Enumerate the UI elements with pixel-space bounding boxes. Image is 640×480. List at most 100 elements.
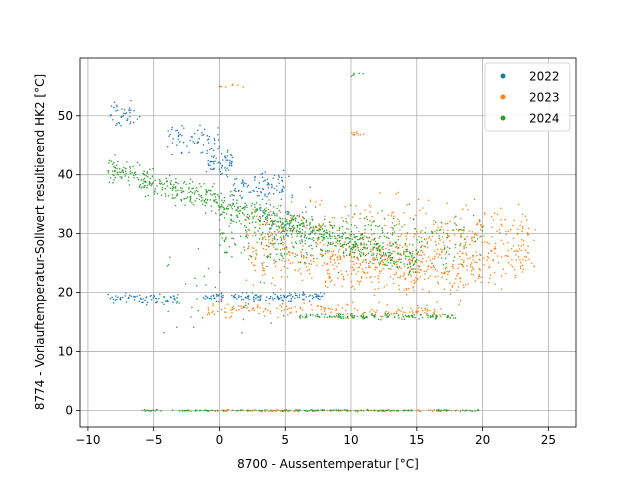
data-point: [205, 193, 207, 196]
data-point: [245, 226, 248, 229]
data-point: [329, 276, 332, 279]
data-point: [316, 257, 318, 260]
data-point: [314, 409, 316, 412]
data-point: [114, 166, 116, 169]
data-point: [178, 302, 180, 304]
data-point: [436, 281, 439, 283]
data-point: [252, 284, 255, 286]
data-point: [270, 232, 273, 234]
data-point: [410, 409, 413, 411]
data-point: [519, 224, 521, 227]
data-point: [179, 187, 182, 189]
data-point: [259, 409, 261, 412]
data-point: [298, 294, 301, 296]
data-point: [175, 144, 178, 146]
data-point: [224, 86, 227, 88]
data-point: [392, 211, 395, 213]
y-tick-label: 10: [58, 345, 73, 359]
data-point: [232, 202, 234, 204]
data-point: [207, 410, 210, 412]
data-point: [196, 285, 198, 287]
data-point: [149, 183, 151, 185]
data-point: [500, 218, 502, 221]
data-point: [425, 227, 427, 229]
data-point: [505, 230, 507, 233]
data-point: [300, 222, 302, 225]
data-point: [452, 317, 455, 319]
data-point: [119, 299, 122, 301]
data-point: [391, 245, 393, 247]
data-point: [280, 294, 282, 297]
data-point: [243, 224, 246, 227]
data-point: [514, 274, 517, 277]
data-point: [309, 294, 312, 296]
data-point: [365, 267, 367, 269]
data-point: [388, 268, 390, 270]
data-point: [254, 203, 256, 206]
data-point: [345, 220, 347, 223]
data-point: [124, 295, 127, 297]
data-point: [191, 201, 193, 204]
data-point: [443, 248, 446, 250]
data-point: [445, 278, 448, 281]
data-point: [238, 220, 241, 222]
data-point: [263, 282, 265, 284]
data-point: [265, 207, 267, 209]
data-point: [375, 311, 377, 314]
data-point: [323, 230, 326, 232]
data-point: [194, 200, 196, 202]
data-point: [457, 286, 460, 288]
data-point: [365, 315, 368, 318]
data-point: [454, 278, 457, 280]
data-point: [322, 236, 324, 239]
data-point: [324, 280, 327, 282]
data-point: [206, 150, 209, 152]
data-point: [397, 267, 400, 269]
data-point: [397, 247, 400, 249]
data-point: [169, 296, 172, 298]
data-point: [225, 169, 227, 172]
data-point: [371, 239, 373, 241]
data-point: [255, 252, 257, 255]
data-point: [286, 229, 288, 232]
data-point: [332, 242, 334, 244]
data-point: [271, 277, 274, 279]
data-point: [324, 308, 326, 311]
data-point: [272, 206, 275, 208]
data-point: [419, 250, 422, 252]
data-point: [382, 253, 385, 255]
data-point: [264, 193, 266, 195]
data-point: [386, 259, 389, 262]
data-point: [177, 135, 180, 138]
data-point: [334, 316, 336, 318]
data-point: [421, 261, 424, 263]
data-point: [418, 272, 421, 274]
data-point: [359, 280, 362, 282]
data-point: [211, 194, 213, 196]
data-point: [413, 235, 415, 238]
data-point: [284, 260, 286, 263]
data-point: [533, 239, 535, 242]
data-point: [505, 272, 507, 275]
data-point: [333, 224, 336, 227]
data-point: [355, 131, 358, 133]
data-point: [294, 294, 297, 297]
data-point: [189, 190, 192, 193]
data-point: [108, 181, 111, 184]
data-point: [397, 410, 400, 412]
data-point: [316, 239, 319, 241]
data-point: [287, 213, 290, 215]
data-point: [381, 409, 383, 412]
data-point: [417, 264, 420, 267]
data-point: [351, 132, 353, 134]
data-point: [172, 137, 174, 140]
data-point: [222, 296, 224, 299]
data-point: [286, 253, 288, 255]
data-point: [511, 265, 514, 268]
data-point: [282, 222, 284, 224]
data-point: [271, 239, 274, 242]
data-point: [205, 188, 207, 191]
data-point: [228, 203, 230, 206]
data-point: [301, 248, 304, 251]
data-point: [393, 263, 396, 266]
